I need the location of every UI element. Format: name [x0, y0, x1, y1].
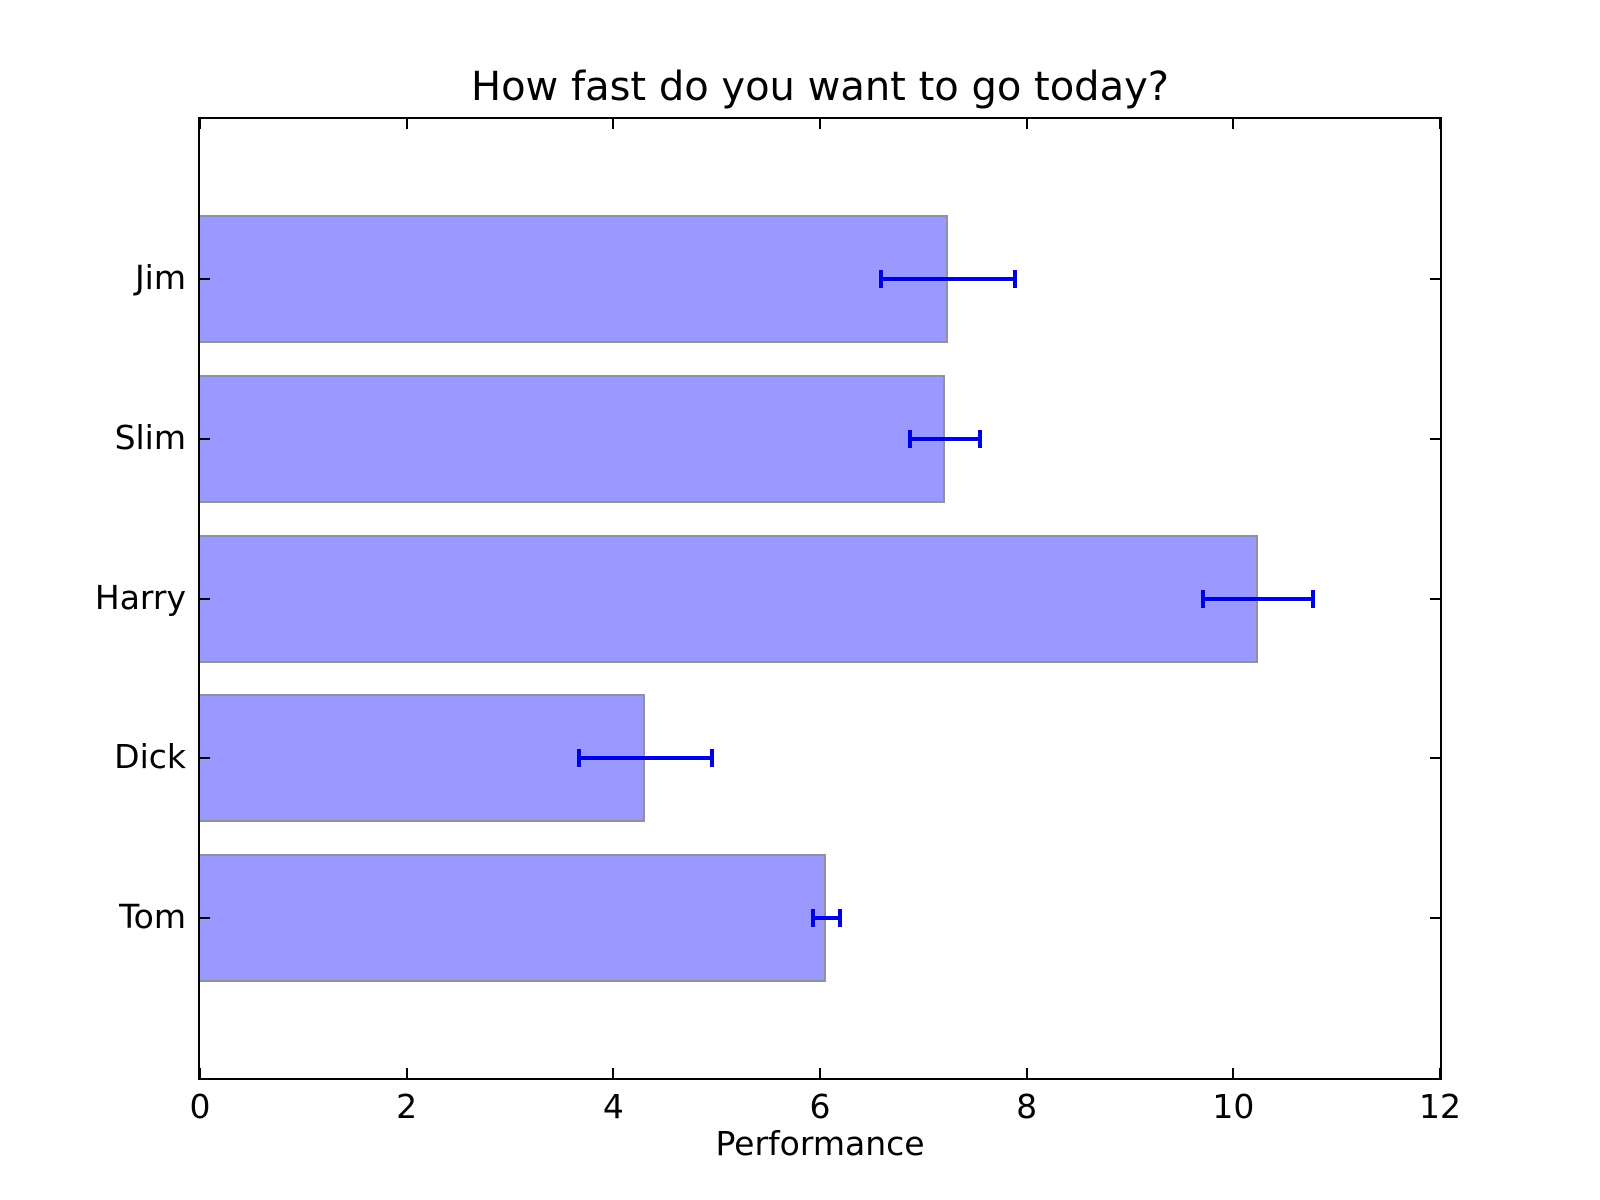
x-tick-bottom-0 — [199, 1068, 201, 1078]
error-bar-harry — [1203, 596, 1313, 601]
x-tick-bottom-6 — [819, 1068, 821, 1078]
x-tick-label-12: 12 — [1419, 1087, 1461, 1126]
y-tick-left-slim — [200, 437, 210, 440]
bar-dick — [200, 694, 646, 823]
plot-area — [198, 117, 1442, 1080]
x-tick-label-6: 6 — [809, 1087, 831, 1126]
error-cap-tom-high — [837, 909, 842, 928]
y-tick-label-tom: Tom — [119, 897, 186, 937]
error-bar-tom — [812, 916, 840, 921]
x-tick-bottom-10 — [1232, 1068, 1235, 1078]
chart-title: How fast do you want to go today? — [471, 64, 1169, 110]
y-tick-left-jim — [200, 277, 210, 280]
y-tick-left-tom — [200, 917, 210, 920]
error-cap-slim-low — [907, 429, 912, 448]
y-tick-right-dick — [1430, 757, 1440, 760]
y-tick-label-slim: Slim — [114, 417, 186, 457]
x-tick-bottom-12 — [1439, 1068, 1441, 1078]
x-tick-top-12 — [1439, 119, 1441, 129]
x-tick-label-0: 0 — [189, 1087, 211, 1126]
error-cap-tom-low — [810, 909, 815, 928]
x-tick-bottom-2 — [405, 1068, 408, 1078]
error-bar-jim — [880, 276, 1016, 281]
y-tick-right-jim — [1430, 277, 1440, 280]
x-tick-top-6 — [819, 119, 821, 129]
y-tick-right-slim — [1430, 437, 1440, 440]
y-tick-right-harry — [1430, 597, 1440, 600]
bar-harry — [200, 534, 1259, 663]
x-tick-bottom-8 — [1025, 1068, 1028, 1078]
x-tick-label-8: 8 — [1016, 1087, 1038, 1126]
x-tick-bottom-4 — [612, 1068, 615, 1078]
error-cap-jim-low — [878, 269, 883, 288]
x-tick-label-4: 4 — [602, 1087, 624, 1126]
y-tick-right-tom — [1430, 917, 1440, 920]
error-cap-slim-high — [978, 429, 983, 448]
error-cap-jim-high — [1013, 269, 1018, 288]
bar-jim — [200, 214, 949, 343]
x-tick-top-2 — [405, 119, 408, 129]
error-bar-dick — [579, 756, 712, 761]
x-tick-top-0 — [199, 119, 201, 129]
y-tick-label-jim: Jim — [134, 257, 186, 297]
y-tick-left-harry — [200, 597, 210, 600]
error-cap-dick-low — [577, 749, 582, 768]
bar-tom — [200, 854, 827, 983]
error-bar-slim — [909, 436, 981, 441]
x-tick-label-10: 10 — [1212, 1087, 1255, 1126]
error-cap-harry-high — [1310, 589, 1315, 608]
x-axis-label: Performance — [715, 1124, 925, 1163]
y-tick-label-dick: Dick — [114, 737, 186, 777]
x-tick-label-2: 2 — [396, 1087, 418, 1126]
x-tick-top-4 — [612, 119, 615, 129]
error-cap-harry-low — [1201, 589, 1206, 608]
x-tick-top-8 — [1025, 119, 1028, 129]
x-tick-top-10 — [1232, 119, 1235, 129]
y-tick-left-dick — [200, 757, 210, 760]
y-tick-label-harry: Harry — [94, 577, 186, 617]
error-cap-dick-high — [709, 749, 714, 768]
bar-slim — [200, 374, 946, 503]
